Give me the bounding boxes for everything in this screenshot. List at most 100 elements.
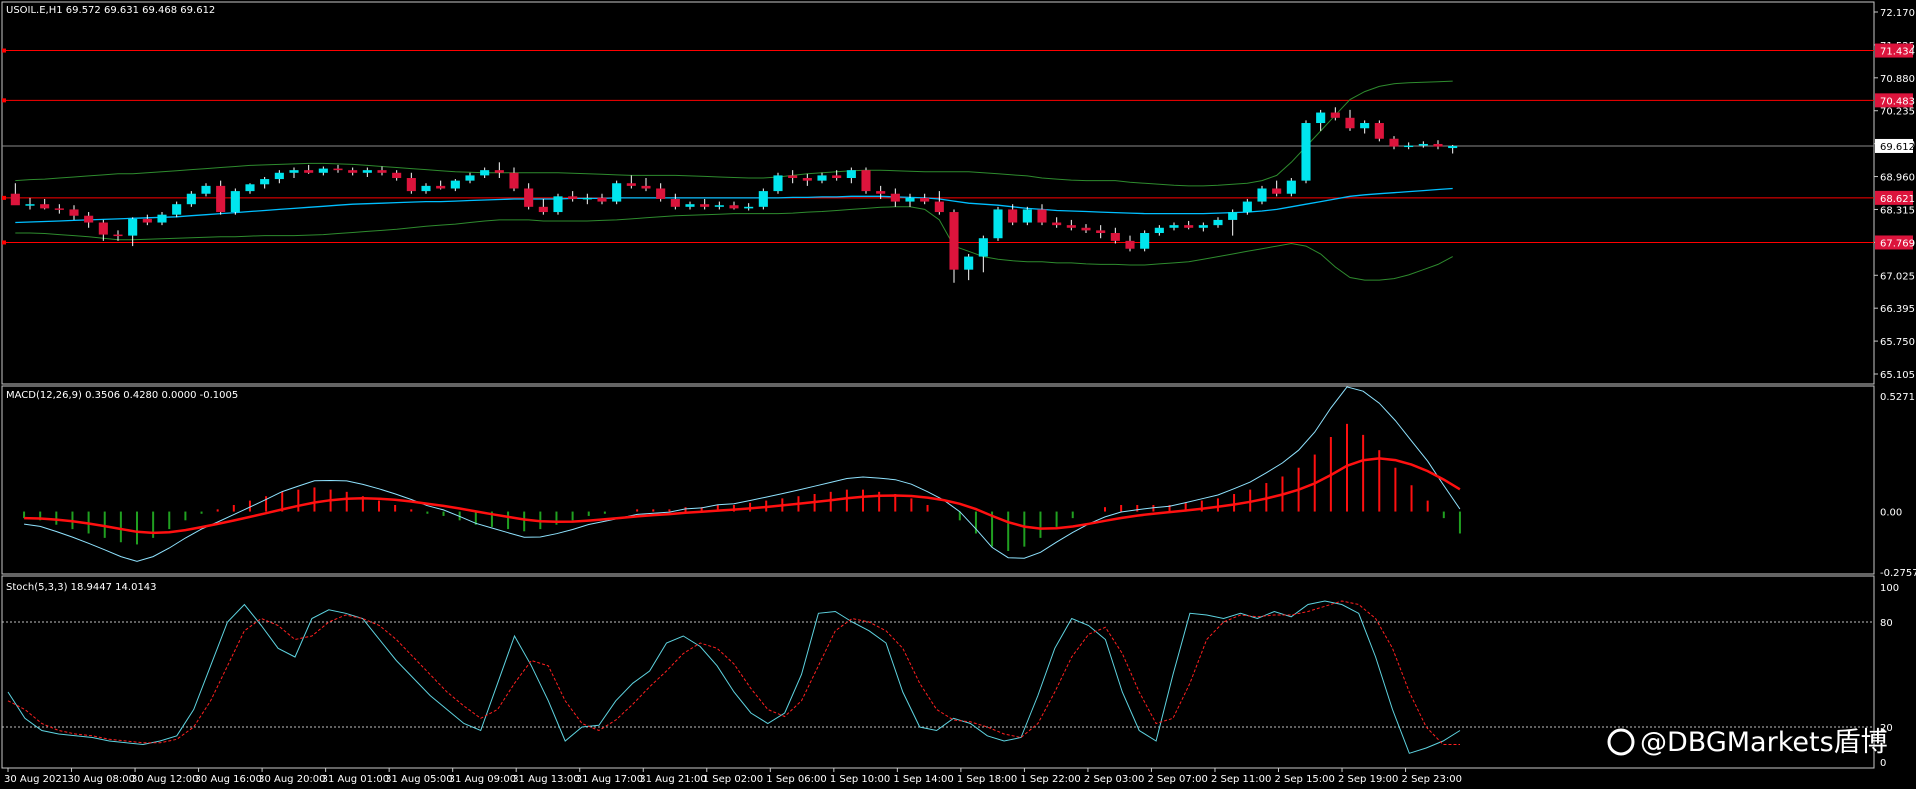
candle-bull: [582, 197, 592, 200]
candle-bear: [656, 188, 666, 199]
candle-bear: [1272, 188, 1282, 194]
price-tick-label: 65.750: [1880, 337, 1915, 348]
candle-bear: [641, 185, 651, 189]
candle-bull: [1286, 180, 1296, 194]
stoch-main-line: [7, 600, 1461, 754]
macd-signal-line: [24, 457, 1461, 535]
candle-bull: [172, 204, 182, 215]
price-tick-label: 72.170: [1880, 8, 1915, 19]
candle-bull: [245, 184, 255, 192]
candle-bull: [260, 179, 270, 185]
candle-bear: [1125, 240, 1135, 249]
candle-bear: [1096, 230, 1106, 234]
time-tick-label: 2 Sep 03:00: [1084, 774, 1144, 785]
candle-bear: [98, 222, 108, 235]
candle-bear: [54, 208, 64, 210]
time-tick-label: 30 Aug 2021: [4, 774, 68, 785]
stoch-tick-label: 100: [1880, 583, 1899, 594]
candle-bull: [421, 185, 431, 192]
candle-bull: [450, 180, 460, 189]
candle-bear: [626, 183, 636, 186]
time-tick-label: 2 Sep 11:00: [1211, 774, 1271, 785]
candle-bull: [1140, 233, 1150, 249]
candle-bull: [1169, 225, 1179, 228]
level-marker: [2, 240, 6, 245]
level-price-tag: [1875, 93, 1913, 108]
candle-bull: [1316, 112, 1326, 124]
macd-panel-frame: [1, 385, 1875, 575]
candle-bear: [1110, 233, 1120, 241]
time-tick-label: 30 Aug 20:00: [258, 774, 325, 785]
candle-bull: [480, 170, 490, 176]
time-tick-label: 1 Sep 06:00: [766, 774, 826, 785]
candle-bull: [1154, 227, 1164, 234]
candle-bear: [832, 175, 842, 179]
candle-bull: [230, 191, 240, 213]
candle-bear: [1433, 143, 1443, 147]
candle-bull: [1257, 188, 1267, 202]
macd-tick-label: -0.2757: [1880, 568, 1916, 579]
candle-bear: [142, 218, 152, 223]
level-marker: [2, 48, 6, 53]
stoch-panel: [2, 600, 1874, 754]
candle-bull: [1022, 209, 1032, 223]
stoch-signal-line: [7, 600, 1460, 745]
candle-bear: [802, 178, 812, 181]
candle-bear: [920, 197, 930, 202]
candle-bear: [1345, 117, 1355, 129]
candle-bull: [465, 175, 475, 181]
current-price-tag: [1875, 138, 1913, 153]
time-tick-label: 2 Sep 23:00: [1402, 774, 1462, 785]
bollinger-lower-line: [15, 206, 1453, 281]
candle-bear: [333, 168, 343, 171]
candle-bear: [509, 172, 519, 189]
candle-bull: [1301, 123, 1311, 181]
candle-bear: [890, 193, 900, 202]
candle-bull: [128, 218, 138, 236]
price-tick-label: 70.235: [1880, 107, 1915, 118]
candle-bull: [993, 209, 1003, 239]
candle-bear: [524, 188, 534, 207]
level-marker: [2, 195, 6, 200]
candle-bull: [1213, 219, 1223, 226]
level-price-label: 67.769: [1880, 238, 1915, 249]
candle-bear: [1052, 222, 1062, 226]
time-tick-label: 2 Sep 15:00: [1275, 774, 1335, 785]
time-tick-label: 1 Sep 18:00: [957, 774, 1017, 785]
time-tick-label: 30 Aug 12:00: [131, 774, 198, 785]
candle-bear: [113, 234, 123, 237]
candle-bear: [392, 172, 402, 179]
candle-bull: [1242, 201, 1252, 213]
candle-bear: [1330, 112, 1340, 118]
candle-bull: [758, 191, 768, 207]
candle-bear: [69, 209, 79, 216]
stoch-tick-label: 80: [1880, 618, 1893, 629]
candle-bull: [978, 238, 988, 257]
time-tick-label: 1 Sep 02:00: [703, 774, 763, 785]
level-price-tag: [1875, 43, 1913, 58]
candle-bear: [729, 205, 739, 209]
watermark-text: @DBGMarkets盾博: [1640, 727, 1888, 758]
level-price-tag: [1875, 235, 1913, 250]
candle-bull: [274, 172, 284, 180]
candle-bear: [949, 212, 959, 270]
price-tick-label: 68.315: [1880, 205, 1915, 216]
time-tick-label: 31 Aug 21:00: [639, 774, 706, 785]
macd-panel: [23, 386, 1461, 562]
candle-bear: [876, 191, 886, 194]
candle-bear: [568, 196, 578, 199]
candle-bull: [553, 196, 563, 213]
candle-bull: [318, 168, 328, 173]
time-tick-label: 1 Sep 14:00: [893, 774, 953, 785]
candle-bear: [84, 215, 94, 223]
candle-bull: [157, 214, 167, 223]
candle-bull: [186, 193, 196, 205]
candle-bull: [1418, 143, 1428, 146]
candle-bull: [362, 170, 372, 173]
time-tick-label: 2 Sep 19:00: [1338, 774, 1398, 785]
stoch-tick-label: 20: [1880, 723, 1893, 734]
candle-bull: [773, 175, 783, 192]
time-tick-label: 2 Sep 07:00: [1147, 774, 1207, 785]
level-price-label: 71.434: [1880, 47, 1915, 58]
